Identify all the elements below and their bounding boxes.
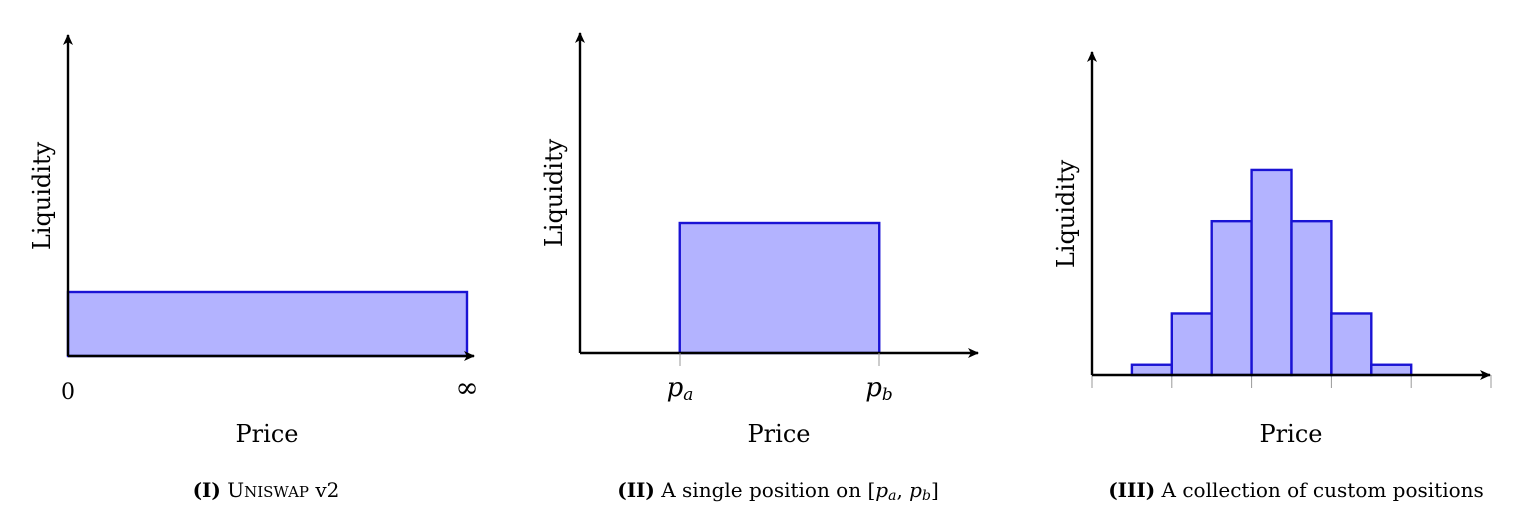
panel-1-caption: (I) UNISWAP v2 (193, 478, 340, 502)
panel-single-position: Liquidity Price pa pb (II) A single posi… (540, 33, 978, 504)
position-bar (1292, 221, 1332, 375)
position-bar (1172, 313, 1212, 375)
position-bar (1132, 365, 1172, 375)
panel-1-xlabel: Price (236, 420, 299, 448)
panel-2-tick-label-pb: pb (865, 373, 893, 405)
panel-uniswap-v2: Liquidity Price 0 ∞ (I) UNISWAP v2 (28, 35, 479, 502)
panel-1-bars (68, 292, 467, 356)
panel-2-tick-label-pa: pa (667, 373, 694, 405)
panel-3-caption: (III) A collection of custom positions (1108, 478, 1484, 502)
panel-3-xlabel: Price (1260, 420, 1323, 448)
panel-3-bars (1132, 170, 1411, 375)
panel-2-bars (680, 223, 880, 353)
position-bar (1212, 221, 1252, 375)
position-bar (1331, 313, 1371, 375)
position-bar (1371, 365, 1411, 375)
panel-3-ylabel: Liquidity (1052, 159, 1080, 268)
panel-2-xlabel: Price (748, 420, 811, 448)
panel-1-tick-zero: 0 (61, 380, 75, 405)
position-bar (1252, 170, 1292, 375)
panel-1-tick-infinity: ∞ (455, 371, 478, 404)
panel-3-ticks (1092, 375, 1491, 388)
liquidity-bar (68, 292, 467, 356)
panel-2-ylabel: Liquidity (540, 138, 568, 247)
panel-2-caption: (II) A single position on [pa, pb] (617, 478, 939, 504)
panel-1-ylabel: Liquidity (28, 141, 56, 250)
position-bar (680, 223, 880, 353)
panel-custom-positions: Liquidity Price (III) A collection of cu… (1052, 52, 1491, 502)
